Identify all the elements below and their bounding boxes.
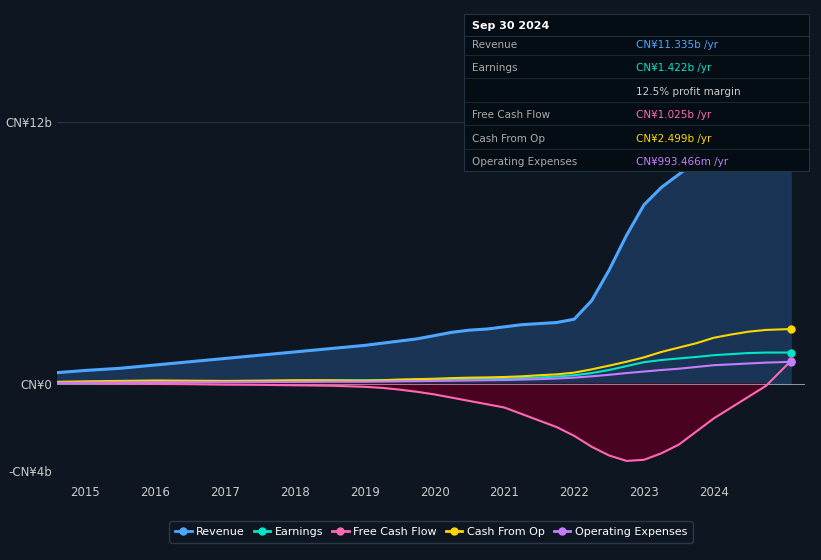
Legend: Revenue, Earnings, Free Cash Flow, Cash From Op, Operating Expenses: Revenue, Earnings, Free Cash Flow, Cash …: [169, 521, 693, 543]
Text: Free Cash Flow: Free Cash Flow: [472, 110, 550, 120]
Text: Revenue: Revenue: [472, 40, 517, 50]
Text: CN¥1.422b /yr: CN¥1.422b /yr: [636, 63, 712, 73]
Text: CN¥2.499b /yr: CN¥2.499b /yr: [636, 134, 712, 144]
Text: CN¥993.466m /yr: CN¥993.466m /yr: [636, 157, 728, 167]
Text: CN¥11.335b /yr: CN¥11.335b /yr: [636, 40, 718, 50]
Text: Earnings: Earnings: [472, 63, 517, 73]
Text: Cash From Op: Cash From Op: [472, 134, 545, 144]
Text: Sep 30 2024: Sep 30 2024: [472, 21, 549, 31]
Text: CN¥1.025b /yr: CN¥1.025b /yr: [636, 110, 712, 120]
Text: 12.5% profit margin: 12.5% profit margin: [636, 87, 741, 97]
Text: Operating Expenses: Operating Expenses: [472, 157, 577, 167]
